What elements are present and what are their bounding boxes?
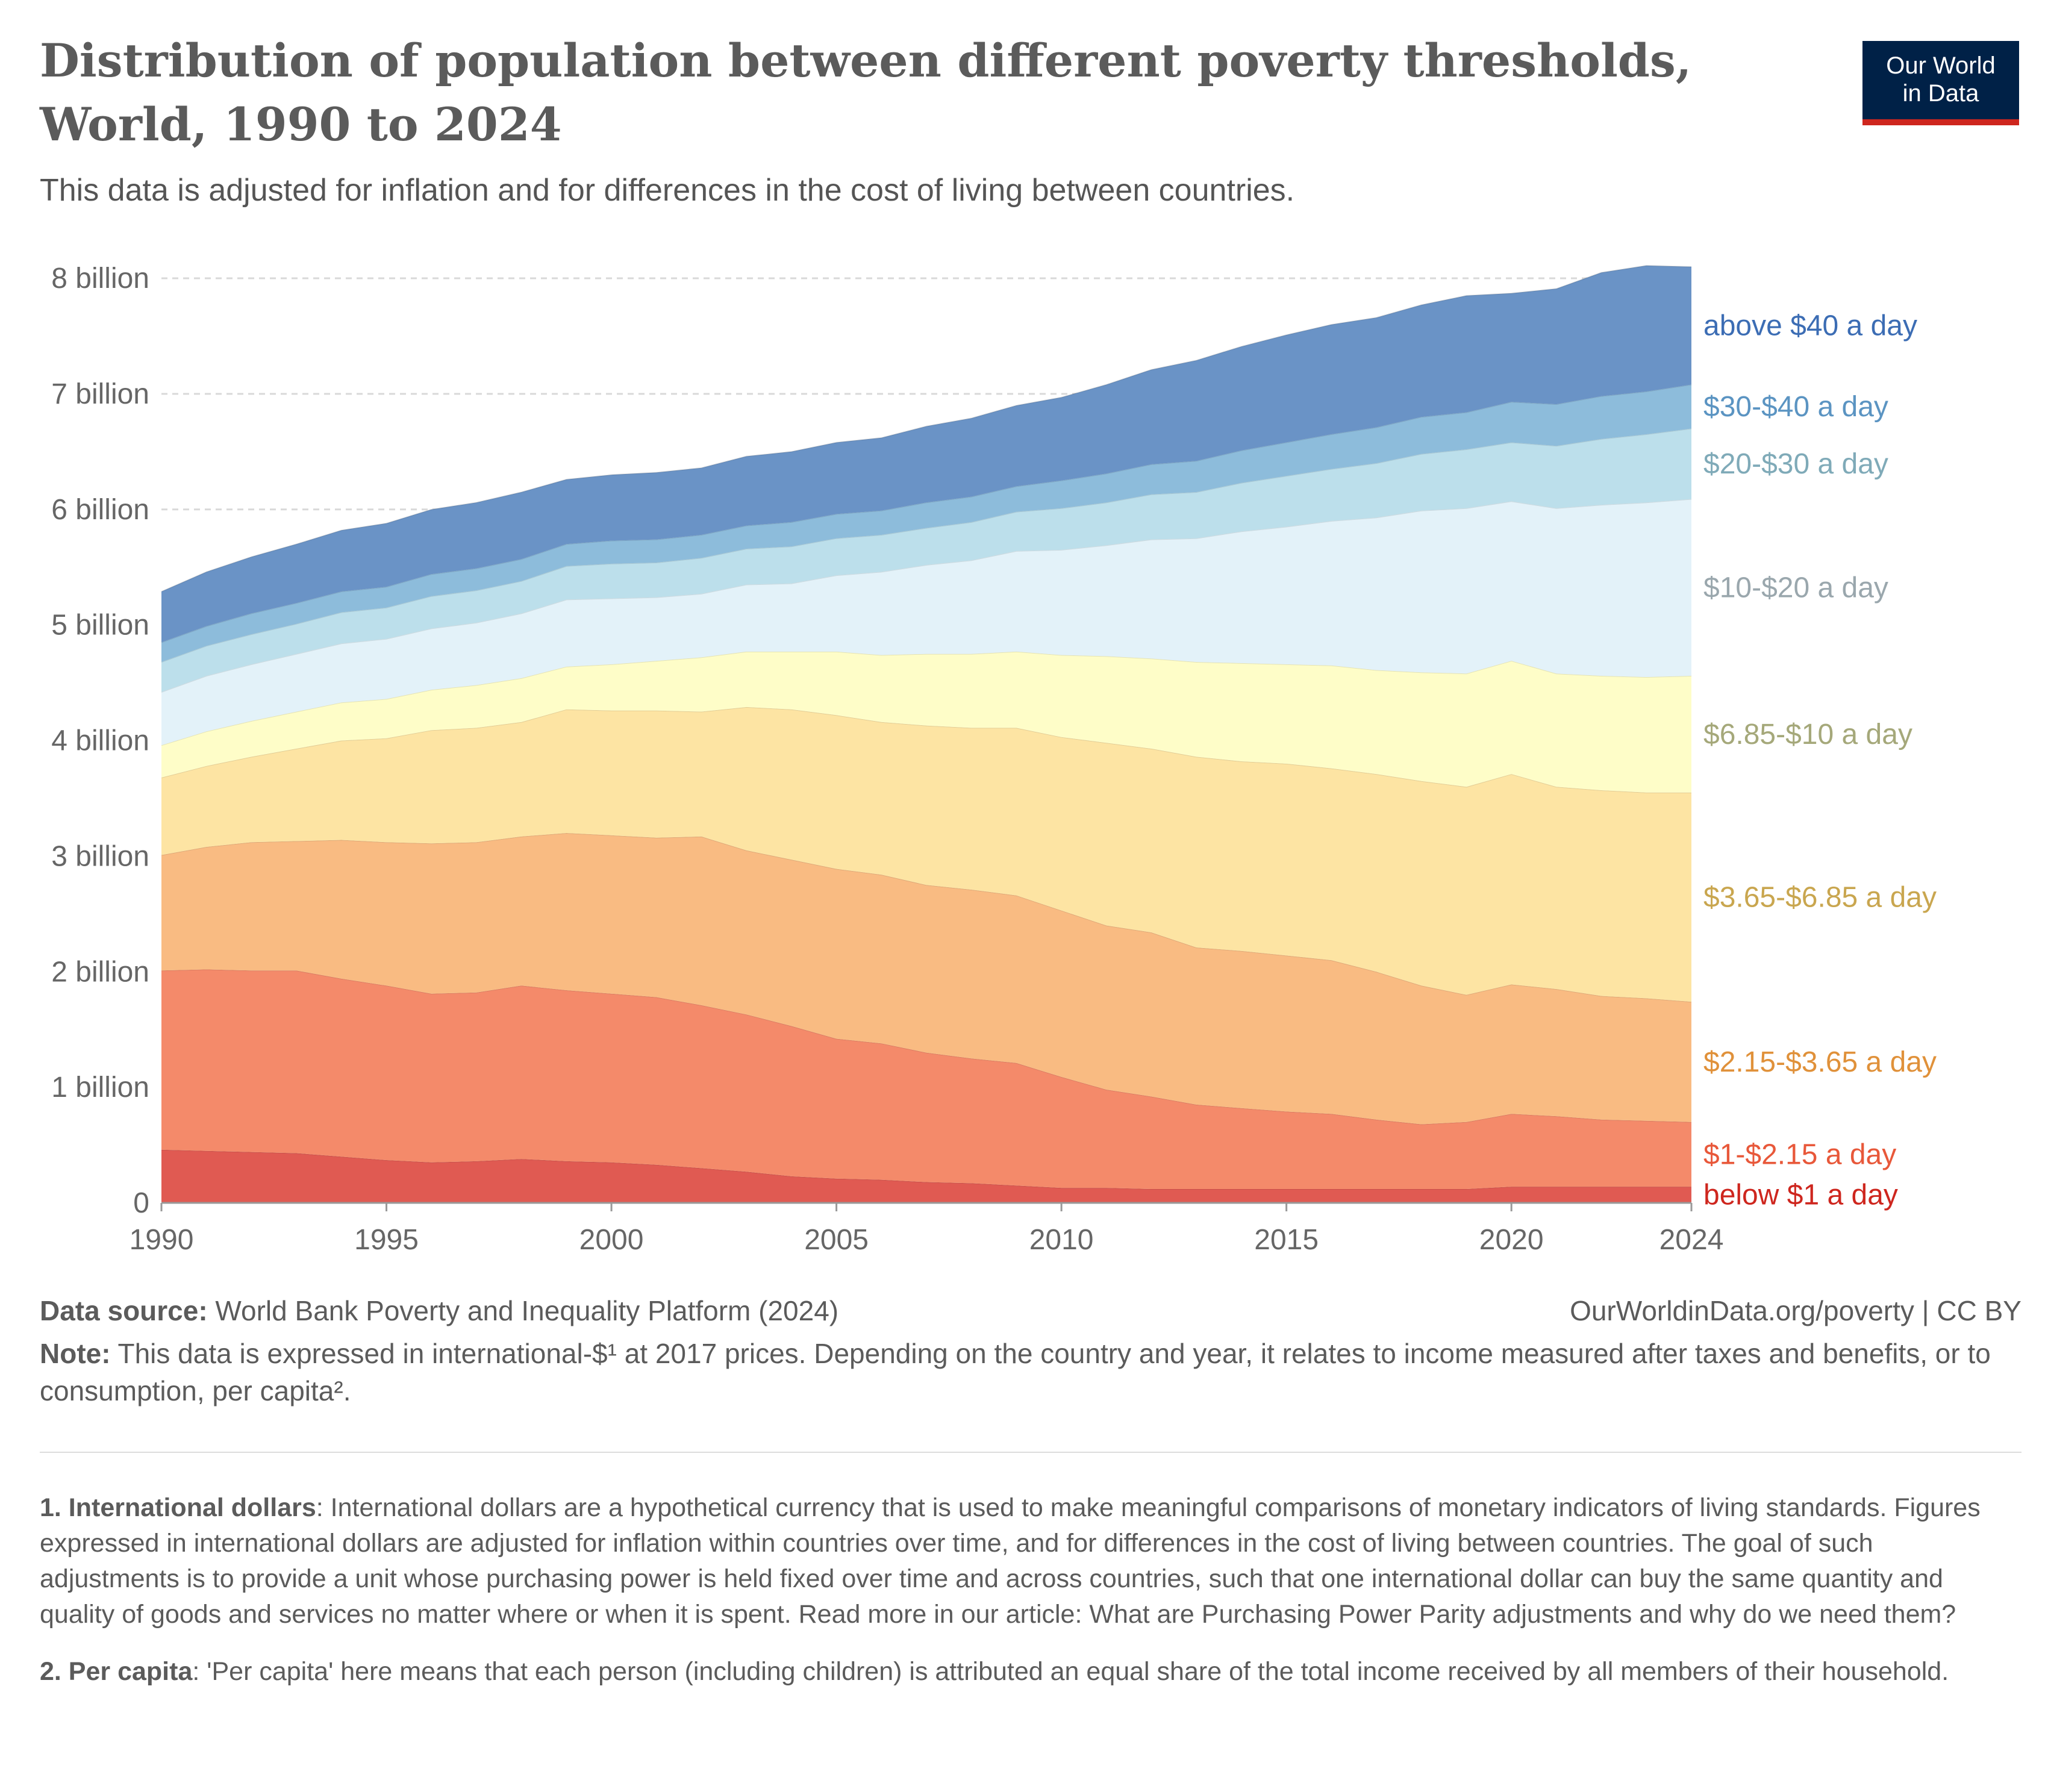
series-label-2-15-3-65-a-day[interactable]: $2.15-$3.65 a day [1703,1046,1937,1078]
chart-subtitle: This data is adjusted for inflation and … [40,173,1295,208]
area-above-40-a-day[interactable] [161,265,1691,643]
series-label-30-40-a-day[interactable]: $30-$40 a day [1703,391,1888,423]
series-label-line: $2.15-$3.65 a day [1703,1046,1937,1078]
url-license-link[interactable]: OurWorldinData.org/poverty | CC BY [1570,1295,2021,1326]
x-tick-label: 2000 [579,1224,644,1256]
area-below-1-a-day[interactable] [161,1149,1691,1203]
chart-title: Distribution of population between diffe… [40,34,1692,151]
source-row: Data source: World Bank Poverty and Ineq… [40,1289,2021,1332]
series-label-1-2-15-a-day[interactable]: $1-$2.15 a day [1703,1138,1896,1170]
area-series [161,264,1692,1203]
footnote-1-label: 1. International dollars [40,1493,316,1522]
y-tick-label: 6 billion [51,494,149,526]
x-tick-label: 1995 [354,1224,419,1256]
y-tick-label: 0 [133,1187,149,1219]
series-label-line: $6.85-$10 a day [1703,719,1912,751]
footnote-per-capita: 2. Per capita: 'Per capita' here means t… [40,1654,1997,1690]
x-tick-label: 2010 [1029,1224,1094,1256]
note-label: Note: [40,1338,111,1369]
data-source-label: Data source: [40,1295,208,1326]
area-2-15-3-65-a-day[interactable] [161,833,1691,1125]
area-10-20-a-day[interactable] [161,499,1691,746]
series-label-line: above $40 a day [1703,310,1917,342]
series-label-3-65-6-85-a-day[interactable]: $3.65-$6.85 a day [1703,881,1937,913]
x-tick-label: 2024 [1659,1224,1724,1256]
series-label-line: $30-$40 a day [1703,391,1888,423]
series-label-below-1-a-day[interactable]: below $1 a day [1703,1179,1898,1211]
y-tick-label: 5 billion [51,610,149,642]
series-label-line: $1-$2.15 a day [1703,1138,1896,1170]
series-label-20-30-a-day[interactable]: $20-$30 a day [1703,448,1888,480]
footnote-2-text: : 'Per capita' here means that each pers… [192,1657,1949,1686]
y-tick-label: 4 billion [51,725,149,757]
area-3-65-6-85-a-day[interactable] [161,707,1691,1002]
series-label-above-40-a-day[interactable]: above $40 a day [1703,310,1917,342]
series-label-line: $3.65-$6.85 a day [1703,881,1937,913]
area-30-40-a-day[interactable] [161,384,1691,663]
x-tick-label: 2005 [804,1224,869,1256]
area-1-2-15-a-day[interactable] [161,969,1691,1189]
y-tick-label: 2 billion [51,956,149,988]
area-edge-line [161,264,1692,592]
footer-divider [40,1452,2021,1453]
x-tick-label: 2020 [1479,1224,1544,1256]
y-tick-label: 3 billion [51,840,149,872]
area-20-30-a-day[interactable] [161,428,1691,692]
series-label-line: $20-$30 a day [1703,448,1888,480]
owid-logo[interactable]: Our World in Data [1862,41,2019,125]
note: Note: This data is expressed in internat… [40,1335,1991,1410]
axes: 0 1 billion 2 billion 3 billion 4 billion 5 b… [51,263,1723,1256]
footer: Data source: World Bank Poverty and Ineq… [40,1289,2021,1410]
data-source: Data source: World Bank Poverty and Ineq… [40,1289,838,1332]
series-label-10-20-a-day[interactable]: $10-$20 a day [1703,572,1888,604]
y-tick-label: 7 billion [51,378,149,410]
x-tick-label: 1990 [130,1224,194,1256]
series-label-6-85-10-a-day[interactable]: $6.85-$10 a day [1703,719,1912,751]
series-label-line: below $1 a day [1703,1179,1898,1211]
series-label-line: $10-$20 a day [1703,572,1888,604]
y-tick-label: 1 billion [51,1072,149,1104]
series-labels: below $1 a day $1-$2.15 a day $2.15-$3.65 … [1703,310,1937,1211]
logo-line-2: in Data [1902,80,1979,107]
data-source-text: World Bank Poverty and Inequality Platfo… [207,1295,839,1326]
footnote-2-label: 2. Per capita [40,1657,193,1686]
note-text: This data is expressed in international-… [40,1338,1991,1406]
stacked-area-chart[interactable]: 0 1 billion 2 billion 3 billion 4 billion 5 b… [0,0,2048,1277]
y-tick-label: 8 billion [51,263,149,295]
x-tick-label: 2015 [1254,1224,1319,1256]
area-6-85-10-a-day[interactable] [161,651,1691,793]
footnote-1-text: : International dollars are a hypothetic… [40,1493,1981,1629]
logo-line-1: Our World [1886,52,1996,79]
footnote-international-dollars: 1. International dollars: International … [40,1490,1997,1632]
footnotes: 1. International dollars: International … [40,1490,1997,1711]
